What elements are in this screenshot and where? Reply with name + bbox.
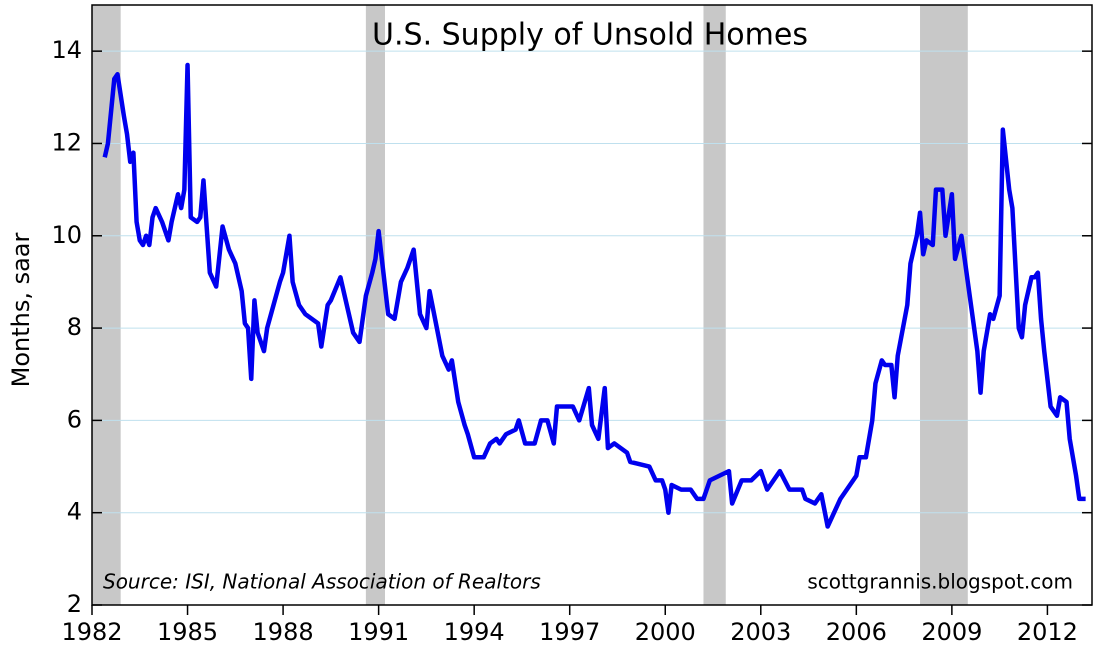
- x-tick-label: 2009: [921, 618, 982, 646]
- x-tick-label: 1994: [444, 618, 505, 646]
- x-tick-label: 1997: [539, 618, 600, 646]
- y-axis-label: Months, saar: [7, 232, 35, 387]
- source-note: Source: ISI, National Association of Rea…: [103, 570, 541, 594]
- y-tick-label: 4: [67, 498, 82, 526]
- recession-band: [703, 5, 726, 605]
- x-tick-label: 1982: [61, 618, 122, 646]
- recession-band: [365, 5, 385, 605]
- y-tick-label: 6: [67, 405, 82, 433]
- x-tick-label: 2012: [1017, 618, 1078, 646]
- plot-frame: [91, 4, 1093, 606]
- y-tick-label: 2: [67, 590, 82, 618]
- recession-band: [92, 5, 121, 605]
- recession-band: [920, 5, 968, 605]
- axes: 2 4 6 8 10 12 14 1982 1985 1988 1991 1994 1997 2000 20…: [51, 36, 1092, 646]
- y-tick-label: 14: [51, 36, 82, 64]
- x-tick-label: 2006: [826, 618, 887, 646]
- credit-note: scottgrannis.blogspot.com: [807, 570, 1073, 594]
- x-tick-label: 2003: [730, 618, 791, 646]
- series-line: [102, 62, 1086, 529]
- x-tick-label: 1985: [157, 618, 218, 646]
- x-tick-label: 2000: [635, 618, 696, 646]
- series: [102, 62, 1086, 529]
- chart-title: U.S. Supply of Unsold Homes: [372, 18, 808, 53]
- x-tick-label: 1991: [348, 618, 409, 646]
- y-tick-label: 12: [51, 128, 82, 156]
- y-tick-label: 10: [51, 221, 82, 249]
- y-tick-label: 8: [67, 313, 82, 341]
- recession-bands: [92, 5, 968, 605]
- x-tick-label: 1988: [253, 618, 314, 646]
